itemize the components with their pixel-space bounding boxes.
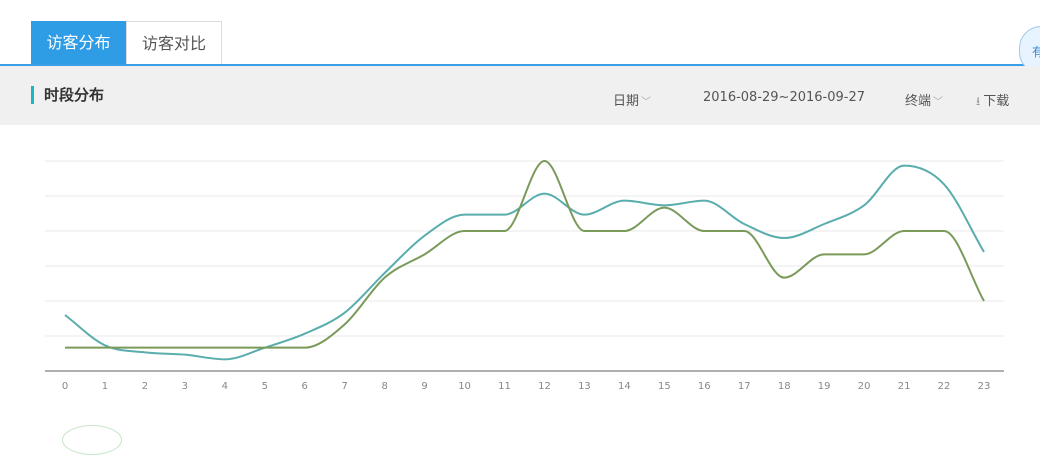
x-tick-label: 18 <box>778 381 791 392</box>
line-chart: 0 1 2 3 4 5 6 7 8 9 10 11 12 13 14 15 16 17 18 19 20 21 22 23 <box>45 159 1004 392</box>
x-tick-label: 20 <box>858 381 871 392</box>
date-range[interactable]: 2016-08-29~2016-09-27 <box>703 90 865 105</box>
tab-visitor-distribution[interactable]: 访客分布 <box>31 21 126 64</box>
x-tick-label: 1 <box>102 381 108 392</box>
side-bubble-text: 有 <box>1032 43 1040 60</box>
x-tick-label: 23 <box>978 381 991 392</box>
download-button[interactable]: ⭳ 下载 <box>976 90 1009 113</box>
x-tick-label: 12 <box>538 381 551 392</box>
x-tick-label: 11 <box>498 381 511 392</box>
download-label: 下载 <box>983 94 1010 109</box>
download-icon: ⭳ <box>976 94 981 108</box>
x-tick-label: 7 <box>342 381 348 392</box>
date-dropdown-label: 日期 <box>613 94 640 109</box>
series-line-2 <box>65 159 985 349</box>
decorative-circle <box>62 425 122 455</box>
x-tick-label: 14 <box>618 381 631 392</box>
x-tick-label: 22 <box>938 381 951 392</box>
section-header: 时段分布 日期 ﹀ 2016-08-29~2016-09-27 终端 ﹀ ⭳ 下载 <box>0 66 1040 125</box>
chevron-down-icon: ﹀ <box>933 97 944 108</box>
x-tick-label: 3 <box>182 381 188 392</box>
x-tick-label: 0 <box>62 381 68 392</box>
x-tick-label: 16 <box>698 381 711 392</box>
x-tick-label: 5 <box>262 381 268 392</box>
x-tick-label: 17 <box>738 381 751 392</box>
x-tick-label: 13 <box>578 381 591 392</box>
x-tick-label: 9 <box>421 381 427 392</box>
x-tick-label: 6 <box>302 381 308 392</box>
tab-bar: 访客分布 访客对比 <box>0 0 1040 66</box>
x-tick-label: 19 <box>818 381 831 392</box>
tab-visitor-comparison[interactable]: 访客对比 <box>126 21 222 64</box>
x-tick-label: 10 <box>458 381 471 392</box>
terminal-dropdown[interactable]: 终端 ﹀ <box>905 90 943 109</box>
section-title: 时段分布 <box>31 86 104 104</box>
series-line-1 <box>64 164 985 361</box>
terminal-dropdown-label: 终端 <box>905 94 932 109</box>
chevron-down-icon: ﹀ <box>641 97 652 108</box>
x-tick-label: 15 <box>658 381 671 392</box>
x-tick-label: 2 <box>142 381 148 392</box>
x-tick-label: 21 <box>898 381 911 392</box>
date-dropdown[interactable]: 日期 ﹀ <box>613 90 651 109</box>
x-tick-label: 8 <box>381 381 387 392</box>
x-tick-label: 4 <box>222 381 228 392</box>
